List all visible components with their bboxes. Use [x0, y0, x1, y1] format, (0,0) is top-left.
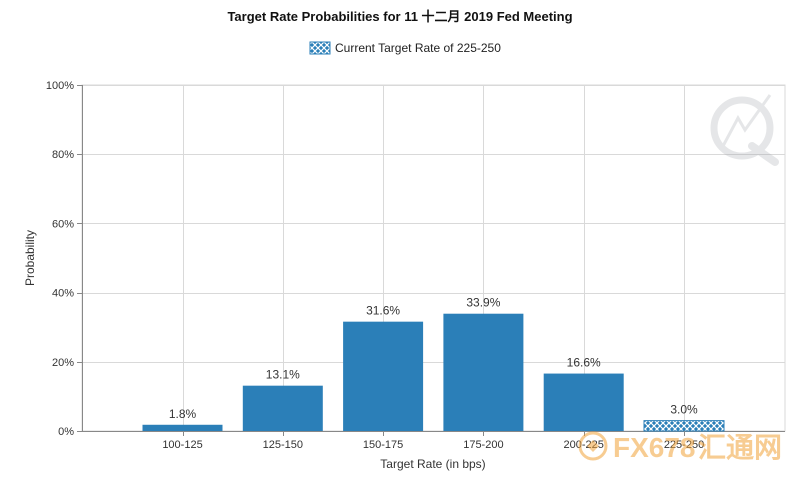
data-label-200-225: 16.6%: [567, 356, 601, 370]
watermark-fx-text: FX678: [613, 432, 696, 463]
x-tick-label-150-175: 150-175: [363, 439, 403, 451]
y-tick-label: 0%: [58, 426, 74, 438]
data-label-175-200: 33.9%: [466, 296, 500, 310]
legend-label: Current Target Rate of 225-250: [335, 41, 501, 55]
y-tick-label: 40%: [52, 288, 74, 300]
legend-swatch: [309, 41, 331, 55]
plot-frame: [81, 84, 786, 432]
y-axis-label: Probability: [23, 230, 37, 286]
x-tick-label-100-125: 100-125: [162, 439, 202, 451]
q-logo-watermark: [710, 94, 779, 166]
y-tick-label: 20%: [52, 357, 74, 369]
y-tick-label: 80%: [52, 149, 74, 161]
legend: Current Target Rate of 225-250: [309, 41, 501, 55]
x-tick-label-175-200: 175-200: [463, 439, 503, 451]
y-axis-ticks: 0% 20% 40% 60% 80% 100%: [46, 80, 82, 438]
watermark-cn-text: 汇通网: [698, 432, 782, 463]
x-axis-label: Target Rate (in bps): [380, 457, 485, 471]
bar-175-200: [443, 313, 524, 431]
y-tick-label: 60%: [52, 218, 74, 230]
data-label-150-175: 31.6%: [366, 304, 400, 318]
x-axis-ticks: 100-125 125-150 150-175 175-200 200-225 225-2…: [162, 431, 704, 451]
bars: [142, 313, 725, 432]
chart-title: Target Rate Probabilities for 11 十二月 201…: [227, 9, 572, 24]
data-label-125-150: 13.1%: [266, 368, 300, 382]
x-tick-label-225-250: 225-250: [664, 439, 704, 451]
bar-150-175: [343, 321, 424, 431]
fx678-watermark: FX678 汇通网: [578, 431, 782, 463]
y-tick-label: 100%: [46, 80, 74, 92]
x-tick-label-125-150: 125-150: [263, 439, 303, 451]
data-label-100-125: 1.8%: [169, 407, 197, 421]
grid: [81, 84, 786, 432]
data-labels: 1.8% 13.1% 31.6% 33.9% 16.6% 3.0%: [169, 296, 698, 421]
data-label-225-250: 3.0%: [670, 403, 698, 417]
bar-225-250: [643, 420, 725, 432]
bar-100-125: [142, 424, 223, 431]
bar-200-225: [543, 373, 624, 431]
bar-125-150: [242, 385, 323, 431]
